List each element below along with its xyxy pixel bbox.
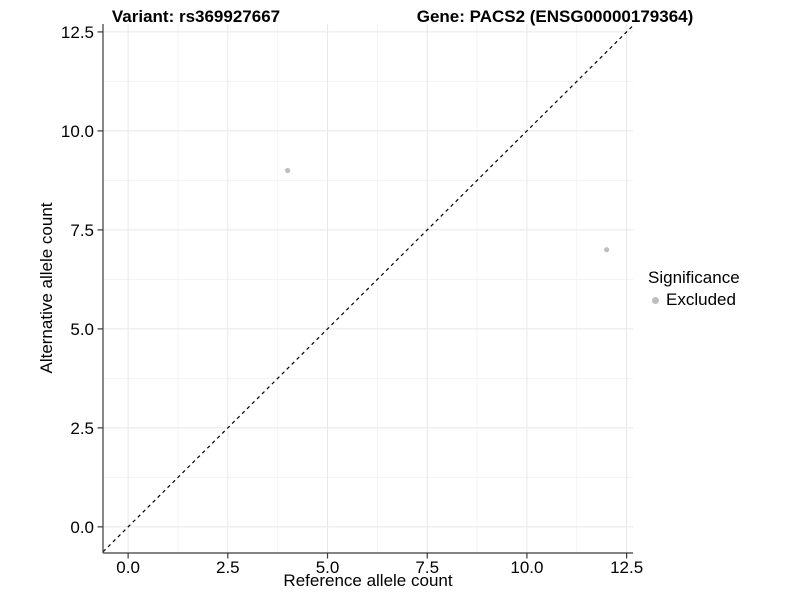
x-tick-label: 2.5 (216, 558, 240, 577)
x-tick-label: 0.0 (116, 558, 140, 577)
y-tick-label: 10.0 (61, 122, 94, 141)
legend-item-excluded: Excluded (648, 290, 740, 310)
x-tick-label: 7.5 (415, 558, 439, 577)
x-tick-label: 5.0 (316, 558, 340, 577)
chart-title-gene: Gene: PACS2 (ENSG00000179364) (416, 7, 694, 26)
data-point (285, 167, 291, 174)
y-tick-label: 2.5 (70, 419, 94, 438)
y-tick-label: 5.0 (70, 320, 94, 339)
y-axis-label: Alternative allele count (37, 202, 56, 374)
y-tick-label: 0.0 (70, 518, 94, 537)
chart-title-variant: Variant: rs369927667 (111, 7, 281, 26)
data-point (604, 247, 610, 253)
y-tick-label: 7.5 (70, 221, 94, 240)
identity-line (102, 25, 634, 553)
legend: Significance Excluded (648, 268, 740, 310)
x-axis-label: Reference allele count (283, 571, 453, 590)
y-tick-label: 12.5 (61, 23, 94, 42)
legend-item-label: Excluded (666, 290, 736, 309)
legend-title: Significance (648, 268, 740, 287)
legend-point-icon (652, 296, 659, 304)
x-tick-label: 12.5 (610, 558, 643, 577)
x-tick-label: 10.0 (510, 558, 543, 577)
